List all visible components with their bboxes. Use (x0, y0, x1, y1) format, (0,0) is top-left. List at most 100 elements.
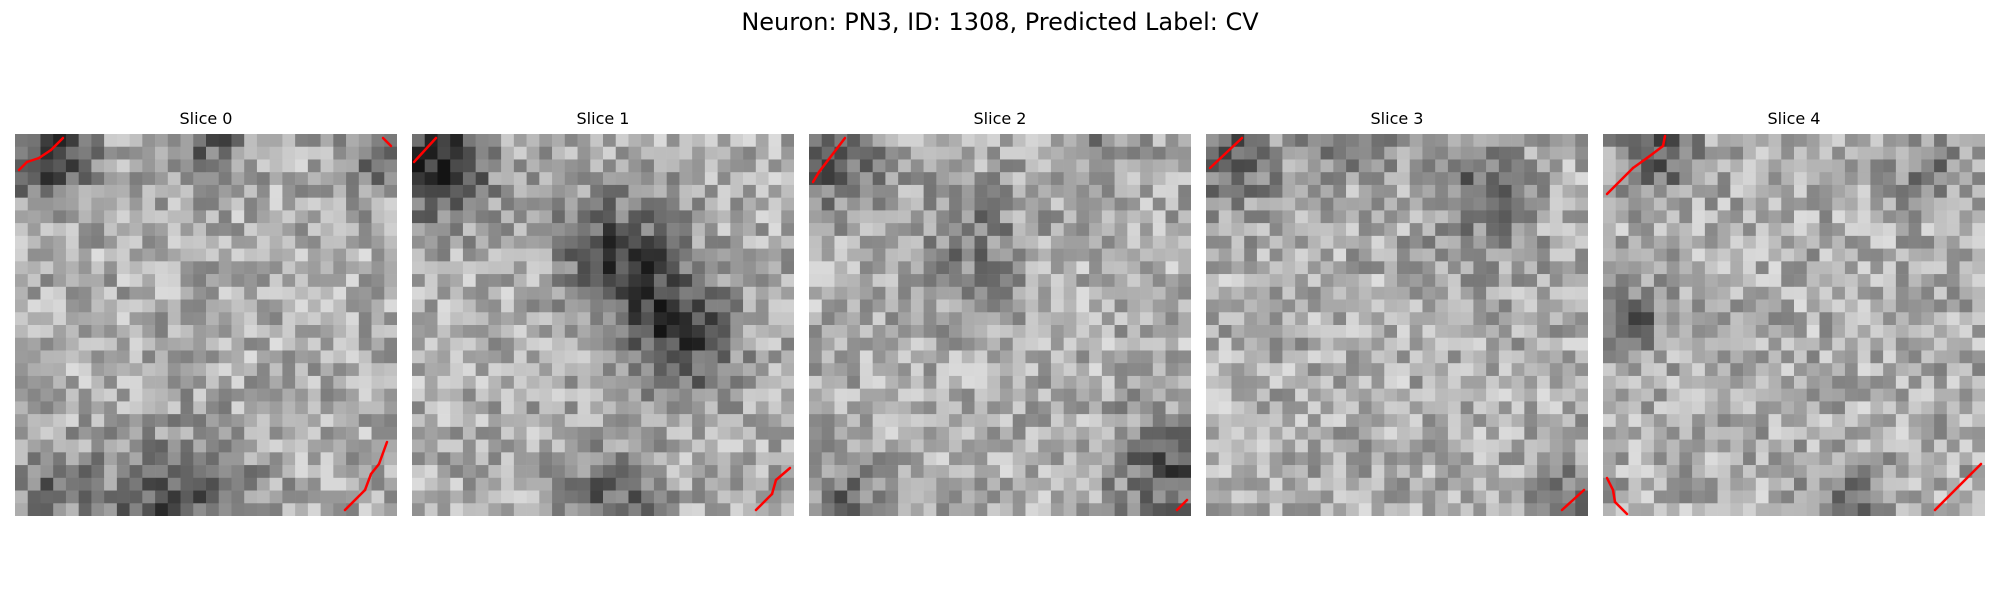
pixel (307, 248, 321, 262)
pixel (1870, 388, 1884, 402)
pixel (1397, 388, 1411, 402)
pixel (475, 261, 489, 275)
pixel (1537, 439, 1551, 453)
pixel (155, 325, 169, 339)
pixel (1692, 363, 1706, 377)
pixel (437, 261, 451, 275)
pixel (717, 172, 731, 186)
pixel (1511, 235, 1525, 249)
pixel (116, 312, 130, 326)
pixel (1755, 426, 1769, 440)
pixel (974, 299, 988, 313)
pixel (821, 337, 835, 351)
pixel (437, 452, 451, 466)
pixel (218, 312, 232, 326)
pixel (1089, 235, 1103, 249)
pixel (1486, 414, 1500, 428)
pixel (1934, 465, 1948, 479)
pixel (91, 363, 105, 377)
pixel (1498, 299, 1512, 313)
pixel (679, 401, 693, 415)
pixel (1025, 325, 1039, 339)
pixel (743, 210, 757, 224)
pixel (1256, 350, 1270, 364)
pixel (231, 197, 245, 211)
pixel (872, 146, 886, 160)
contour-line (412, 136, 438, 164)
pixel (91, 439, 105, 453)
pixel (1755, 490, 1769, 504)
pixel (1460, 134, 1474, 148)
pixel (1384, 375, 1398, 389)
pixel (333, 172, 347, 186)
pixel (859, 299, 873, 313)
pixel (1768, 223, 1782, 237)
pixel (1165, 248, 1179, 262)
pixel (847, 223, 861, 237)
pixel (91, 197, 105, 211)
pixel (1178, 312, 1191, 326)
pixel (1524, 325, 1538, 339)
pixel (1972, 134, 1985, 148)
pixel (307, 350, 321, 364)
pixel (1371, 426, 1385, 440)
pixel (666, 146, 680, 160)
pixel (1549, 184, 1563, 198)
pixel (488, 184, 502, 198)
pixel (104, 134, 118, 148)
pixel (1781, 426, 1795, 440)
pixel (1641, 274, 1655, 288)
pixel (628, 286, 642, 300)
pixel (1101, 248, 1115, 262)
pixel (666, 299, 680, 313)
pixel (1743, 350, 1757, 364)
pixel (1422, 248, 1436, 262)
pixel (590, 350, 604, 364)
pixel (1231, 388, 1245, 402)
pixel (1089, 210, 1103, 224)
pixel (1063, 172, 1077, 186)
pixel (1883, 184, 1897, 198)
pixel (1282, 439, 1296, 453)
pixel (679, 426, 693, 440)
pixel (1076, 363, 1090, 377)
pixel (1140, 337, 1154, 351)
pixel (1050, 439, 1064, 453)
pixel (256, 401, 270, 415)
pixel (1704, 465, 1718, 479)
pixel (1704, 350, 1718, 364)
pixel (539, 350, 553, 364)
pixel (577, 159, 591, 173)
pixel (1422, 350, 1436, 364)
pixel (1063, 325, 1077, 339)
pixel (358, 134, 372, 148)
pixel (1178, 350, 1191, 364)
pixel (116, 350, 130, 364)
pixel (1641, 184, 1655, 198)
pixel (1511, 465, 1525, 479)
pixel (1562, 375, 1576, 389)
pixel (1921, 299, 1935, 313)
pixel (885, 248, 899, 262)
pixel (1282, 350, 1296, 364)
pixel (15, 172, 29, 186)
pixel (1165, 197, 1179, 211)
pixel (256, 375, 270, 389)
pixel (768, 388, 782, 402)
pixel (1114, 363, 1128, 377)
pixel (371, 159, 385, 173)
pixel (1346, 210, 1360, 224)
pixel (1114, 426, 1128, 440)
pixel (1089, 274, 1103, 288)
pixel (218, 503, 232, 516)
pixel (358, 172, 372, 186)
pixel (1114, 210, 1128, 224)
pixel (91, 261, 105, 275)
pixel (809, 465, 823, 479)
pixel (743, 159, 757, 173)
pixel (1063, 210, 1077, 224)
pixel (437, 159, 451, 173)
pixel (1653, 401, 1667, 415)
pixel (1730, 235, 1744, 249)
pixel (1447, 375, 1461, 389)
